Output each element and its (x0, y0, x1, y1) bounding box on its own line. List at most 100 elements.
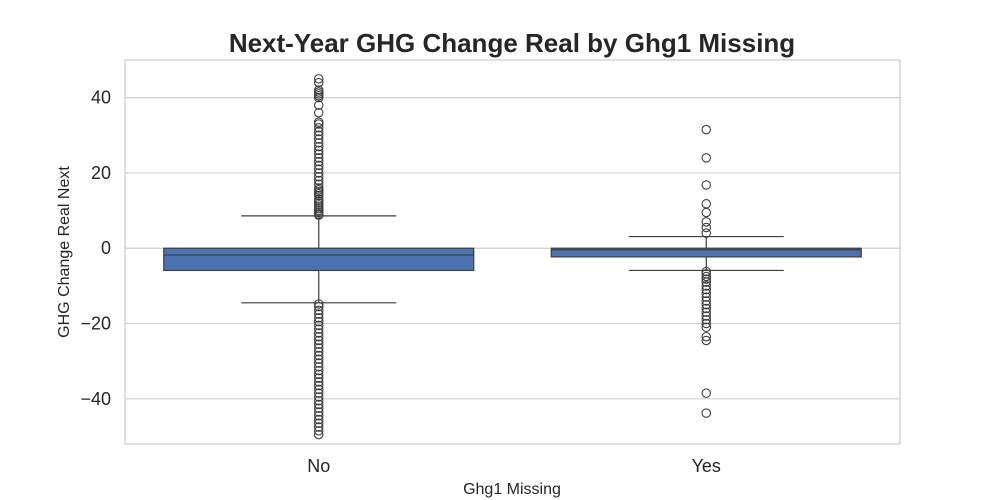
outlier-point (313, 134, 324, 144)
outlier-point (313, 328, 324, 338)
outlier-point (313, 320, 324, 331)
boxes-layer (163, 74, 862, 440)
outlier-point (701, 222, 711, 233)
outlier-point (313, 175, 324, 186)
outlier-point (701, 281, 711, 291)
outlier-point (313, 149, 324, 159)
x-tick-label: No (307, 456, 330, 476)
x-ticks: No Yes (307, 456, 721, 476)
outlier-point (313, 313, 324, 323)
outlier-point (701, 199, 711, 209)
plot-area-frame (124, 59, 901, 445)
outlier-point (313, 123, 324, 133)
outlier-point (313, 388, 324, 398)
outlier-point (701, 331, 711, 342)
outlier-point (313, 339, 324, 349)
iqr-box (550, 247, 862, 258)
outlier-point (313, 168, 324, 178)
outlier-point (313, 145, 324, 156)
outlier-point (313, 426, 324, 436)
outlier-point (313, 324, 324, 334)
outlier-point (313, 369, 324, 380)
outlier-point (701, 299, 711, 310)
outlier-point (313, 411, 324, 421)
outlier-point (701, 124, 711, 135)
outlier-point (701, 303, 711, 314)
outlier-point (313, 74, 324, 84)
outlier-point (701, 284, 711, 295)
outlier-point (313, 362, 324, 372)
y-axis-label: GHG Change Real Next (56, 166, 73, 338)
outlier-point (701, 322, 711, 333)
outlier-point (701, 335, 711, 346)
outlier-point (313, 156, 324, 167)
outlier-point (313, 365, 324, 376)
outlier-point (313, 343, 324, 353)
outlier-point (313, 309, 324, 319)
outlier-point (701, 315, 711, 325)
outlier-point (313, 392, 324, 402)
outlier-point (313, 171, 324, 182)
outlier-point (313, 429, 324, 440)
outlier-point (701, 288, 711, 299)
outlier-point (701, 153, 711, 163)
outlier-point (313, 407, 324, 417)
outlier-point (313, 210, 324, 220)
outlier-point (313, 377, 324, 387)
outlier-point (701, 318, 711, 329)
x-tick-label: Yes (692, 456, 721, 476)
outlier-point (313, 316, 324, 327)
outlier-point (701, 228, 711, 238)
outlier-point (313, 350, 324, 361)
box-no (163, 74, 475, 440)
y-tick-label: 40 (91, 88, 111, 108)
outlier-point (313, 92, 324, 103)
outlier-point (701, 271, 711, 282)
outlier-point (313, 299, 324, 309)
outlier-point (313, 331, 324, 342)
y-tick-label: −20 (80, 314, 111, 334)
outlier-point (313, 153, 324, 163)
outlier-point (701, 296, 711, 306)
outlier-point (313, 384, 324, 395)
outlier-point (701, 180, 711, 190)
y-tick-label: 20 (91, 163, 111, 183)
outlier-point (701, 388, 711, 398)
outlier-point (701, 207, 711, 218)
x-axis-label: Ghg1 Missing (463, 481, 561, 498)
outlier-point (313, 305, 324, 316)
outlier-point (701, 311, 711, 321)
outlier-point (313, 190, 324, 201)
outlier-point (701, 217, 711, 227)
outlier-point (313, 395, 324, 406)
outlier-point (313, 354, 324, 365)
outlier-point (313, 418, 324, 429)
outlier-point (313, 414, 324, 425)
outlier-point (313, 164, 324, 174)
outlier-point (313, 422, 324, 432)
outlier-point (313, 358, 324, 368)
outlier-point (313, 77, 324, 88)
outlier-point (313, 130, 324, 141)
outlier-point (701, 266, 711, 277)
outlier-point (313, 301, 324, 312)
iqr-box (163, 247, 475, 272)
outlier-point (313, 126, 324, 137)
outlier-point (313, 119, 324, 129)
chart-title: Next-Year GHG Change Real by Ghg1 Missin… (229, 28, 795, 58)
y-tick-label: 0 (101, 238, 111, 258)
outlier-point (313, 100, 324, 110)
outlier-point (701, 307, 711, 317)
outlier-point (313, 373, 324, 383)
outlier-point (701, 277, 711, 287)
outlier-point (701, 292, 711, 302)
box-yes (550, 124, 862, 418)
outlier-point (313, 179, 324, 189)
y-tick-label: −40 (80, 389, 111, 409)
outlier-point (313, 403, 324, 413)
outlier-point (313, 399, 324, 410)
outlier-point (313, 380, 324, 391)
outlier-point (313, 335, 324, 346)
outlier-point (313, 138, 324, 148)
